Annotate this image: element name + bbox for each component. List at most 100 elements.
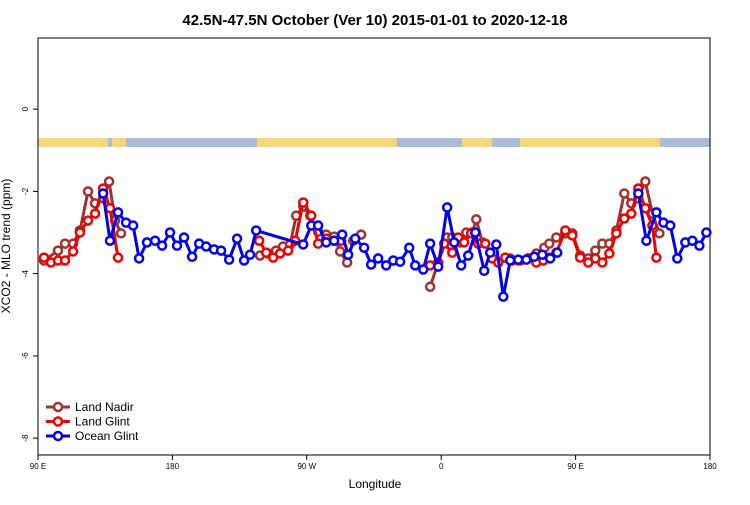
data-point bbox=[127, 220, 139, 231]
data-point bbox=[171, 240, 183, 251]
data-point bbox=[462, 250, 474, 261]
data-point bbox=[640, 176, 651, 187]
data-point bbox=[67, 246, 79, 257]
data-point bbox=[633, 188, 644, 199]
legend-marker bbox=[52, 401, 64, 413]
legend-label: Land Glint bbox=[75, 415, 130, 429]
data-point bbox=[82, 186, 94, 197]
data-point bbox=[250, 225, 262, 236]
data-point bbox=[89, 208, 101, 219]
data-point bbox=[651, 252, 662, 263]
data-point bbox=[448, 237, 460, 248]
data-point bbox=[38, 252, 50, 263]
data-point bbox=[619, 188, 630, 199]
data-point bbox=[336, 229, 348, 240]
y-tick-label: -8 bbox=[21, 434, 30, 442]
data-point bbox=[626, 208, 637, 219]
data-point bbox=[560, 225, 571, 236]
land-band bbox=[38, 138, 108, 147]
data-point bbox=[469, 227, 481, 238]
data-point bbox=[665, 220, 676, 231]
data-point bbox=[59, 255, 71, 266]
data-point bbox=[82, 215, 94, 226]
data-point bbox=[409, 260, 421, 271]
data-point bbox=[611, 228, 622, 239]
chart-title: 42.5N-47.5N October (Ver 10) 2015-01-01 … bbox=[182, 12, 567, 29]
data-point bbox=[654, 228, 665, 239]
data-point bbox=[544, 238, 555, 249]
data-point bbox=[97, 188, 109, 199]
data-point bbox=[349, 233, 361, 244]
data-point bbox=[215, 245, 227, 256]
data-point bbox=[274, 248, 286, 259]
data-point bbox=[112, 252, 124, 263]
data-point bbox=[471, 214, 482, 225]
data-point bbox=[312, 220, 324, 231]
data-point bbox=[186, 251, 198, 263]
data-point bbox=[458, 237, 470, 248]
data-point bbox=[394, 256, 406, 267]
data-point bbox=[403, 242, 415, 253]
data-point bbox=[597, 257, 608, 268]
data-point bbox=[74, 227, 86, 238]
land-band bbox=[462, 138, 492, 147]
data-point bbox=[365, 259, 377, 270]
x-tick-label: 0 bbox=[439, 462, 444, 471]
data-point bbox=[342, 249, 354, 260]
data-point bbox=[478, 265, 490, 277]
data-point bbox=[59, 238, 71, 249]
data-point bbox=[149, 235, 161, 246]
data-point bbox=[103, 176, 115, 187]
plot-frame bbox=[37, 37, 711, 456]
legend-label: Ocean Glint bbox=[75, 429, 139, 443]
data-point bbox=[253, 235, 265, 246]
y-tick-label: 0 bbox=[21, 106, 30, 111]
data-point bbox=[504, 255, 516, 266]
x-tick-label: 90 E bbox=[30, 462, 46, 471]
data-point bbox=[164, 227, 176, 238]
data-point bbox=[491, 239, 502, 250]
data-point bbox=[238, 255, 250, 266]
y-axis-label: XCO2 - MLO trend (ppm) bbox=[0, 179, 13, 314]
legend-marker bbox=[52, 430, 64, 442]
data-point bbox=[551, 247, 563, 258]
data-point bbox=[306, 210, 317, 221]
data-point bbox=[380, 260, 392, 271]
data-point bbox=[694, 240, 705, 251]
data-point bbox=[672, 253, 683, 264]
data-point bbox=[418, 264, 429, 275]
x-tick-label: 180 bbox=[703, 462, 717, 471]
data-point bbox=[574, 252, 586, 263]
data-point bbox=[297, 197, 309, 208]
x-tick-label: 180 bbox=[166, 462, 180, 471]
data-point bbox=[544, 253, 556, 264]
data-point bbox=[619, 213, 630, 224]
land-band bbox=[257, 138, 397, 147]
data-point bbox=[432, 261, 444, 272]
data-point bbox=[358, 242, 370, 253]
land-band bbox=[112, 138, 126, 147]
data-point bbox=[297, 239, 309, 250]
data-point bbox=[112, 207, 124, 218]
data-point bbox=[372, 253, 384, 264]
data-point bbox=[178, 232, 190, 243]
data-point bbox=[141, 237, 153, 248]
y-tick-label: -6 bbox=[21, 352, 30, 360]
data-point bbox=[480, 238, 491, 249]
data-point bbox=[528, 251, 540, 263]
land-band bbox=[520, 138, 660, 147]
data-point bbox=[260, 247, 272, 258]
data-point bbox=[282, 245, 294, 256]
x-tick-label: 90 W bbox=[297, 462, 316, 471]
data-point bbox=[156, 240, 168, 251]
data-point bbox=[651, 207, 662, 218]
data-point bbox=[424, 238, 436, 249]
data-point bbox=[567, 230, 578, 241]
data-point bbox=[551, 232, 562, 243]
data-point bbox=[244, 249, 256, 260]
data-point bbox=[231, 233, 243, 244]
y-tick-label: -4 bbox=[21, 270, 30, 278]
data-point bbox=[52, 245, 64, 256]
data-point bbox=[334, 246, 346, 257]
